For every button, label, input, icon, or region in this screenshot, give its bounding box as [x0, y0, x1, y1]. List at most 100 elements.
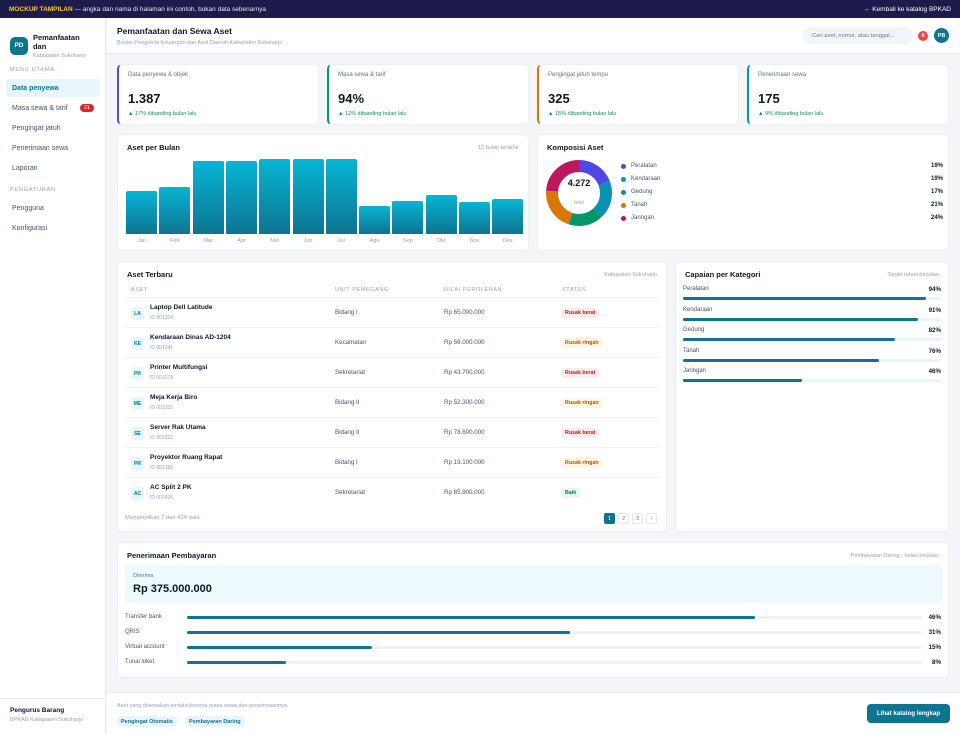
legend-label: Kendaraan	[631, 176, 661, 182]
kpi-label: Masa sewa & tarif	[338, 72, 386, 78]
category-progress-fill	[683, 358, 880, 362]
category-progress-fill	[683, 317, 918, 321]
asset-initials: AC	[131, 487, 144, 500]
table-row[interactable]: KE Kendaraan Dinas AD-1204 ID 001241 Kecama…	[125, 327, 659, 357]
kpi-label: Penerimaan sewa	[758, 72, 807, 78]
asset-value: Rp 19.100.000	[444, 459, 485, 466]
table-row[interactable]: SE Server Rak Utama ID 001352 Bidang II Rp 7…	[125, 417, 659, 447]
category-percent-gedung: 82%	[928, 327, 941, 334]
page-button-1[interactable]: 1	[604, 513, 615, 524]
table-row[interactable]: PR Printer Multifungsi ID 001278 Sekretaria…	[125, 357, 659, 387]
bar-label-mar: Mar	[203, 238, 213, 244]
legend-kendaraan: Kendaraan 19%	[621, 174, 943, 184]
table-row[interactable]: ME Meja Kerja Biro ID 001315 Bidang II Rp 52…	[125, 387, 659, 417]
sidebar-item-label: Data penyewa	[12, 84, 59, 92]
category-percent-peralatan: 94%	[928, 286, 941, 293]
category-label-tanah: Tanah	[683, 347, 700, 354]
page-footer: Aset yang disewakan terdata beserta masa…	[107, 692, 960, 734]
payment-method-track	[187, 646, 922, 649]
asset-unit: Kecamatan	[335, 339, 367, 346]
mockup-notice-text: — angka dan nama di halaman ini contoh, …	[72, 5, 267, 13]
asset-value: Rp 56.000.000	[444, 339, 485, 346]
asset-value: Rp 52.300.000	[444, 399, 485, 406]
legend-gedung: Gedung 17%	[621, 187, 943, 197]
payment-method-label: Virtual account	[125, 644, 165, 650]
donut-slice-kendaraan	[546, 160, 612, 226]
payment-method-fill	[187, 661, 286, 664]
asset-name: Laptop Dell Latitude	[150, 304, 213, 311]
legend-dot	[621, 163, 626, 169]
table-row[interactable]: AC AC Split 2 PK ID 001426 Sekretariat Rp 85…	[125, 477, 659, 507]
status-badge: Rusak ringan	[561, 458, 603, 468]
category-label-jaringan: Jaringan	[683, 368, 707, 374]
mockup-banner: MOCKUP TAMPILAN — angka dan nama di hala…	[0, 0, 960, 18]
kpi-change: ▲ 9% dibanding bulan lalu	[758, 111, 824, 117]
table-note: Kabupaten Sukoharjo	[604, 272, 657, 278]
status-badge: Baik	[561, 488, 581, 498]
sidebar-item-penerimaan[interactable]: Penerimaan sewa	[6, 139, 100, 157]
asset-value: Rp 78.600.000	[444, 429, 485, 436]
sidebar-item-label: Penerimaan sewa	[12, 144, 69, 152]
page-button-3[interactable]: 3	[632, 513, 643, 524]
payment-method-percent: 15%	[928, 644, 941, 651]
asset-name: Server Rak Utama	[150, 424, 206, 431]
payments-title: Penerimaan Pembayaran	[127, 551, 217, 560]
legend-percent: 19%	[930, 163, 943, 169]
asset-value: Rp 65.000.000	[444, 309, 485, 316]
sidebar-item-pengingat[interactable]: Pengingat jatuh	[6, 119, 100, 137]
bar-x-axis: Jan Feb Mar Apr Mei Jun Jul Agu Sep Okt Nov Des	[126, 238, 524, 246]
asset-name: Kendaraan Dinas AD-1204	[150, 334, 231, 341]
page-next-button[interactable]: ›	[646, 513, 657, 524]
asset-initials: ME	[131, 397, 144, 410]
donut-total: 4.272	[567, 178, 591, 188]
back-to-catalog-link[interactable]: ← Kembali ke katalog BPKAD	[863, 5, 951, 13]
status-badge: Rusak berat	[561, 308, 600, 318]
table-row[interactable]: LA Laptop Dell Latitude ID 001204 Bidang I R…	[125, 297, 659, 327]
brand: PD Pemanfaatan dan Kabupaten Sukoharjo	[0, 18, 105, 62]
legend-label: Tanah	[631, 202, 648, 208]
bar-chart-card: Aset per Bulan 12 bulan terakhir Jan Feb M…	[117, 134, 529, 251]
table-header-aset: ASET	[131, 287, 148, 293]
sidebar-item-label: Konfigurasi	[12, 224, 48, 232]
payment-method-percent: 8%	[932, 659, 941, 666]
bar-label-okt: Okt	[436, 238, 446, 244]
user-name: Pengurus Barang	[10, 707, 65, 714]
asset-unit: Sekretariat	[335, 489, 365, 496]
page-button-2[interactable]: 2	[618, 513, 629, 524]
payment-method-label: QRIS	[125, 629, 140, 635]
view-catalog-button[interactable]: Lihat katalog lengkap	[867, 704, 950, 723]
table-footer-info: Menampilkan 7 dari 424 data	[125, 515, 200, 521]
category-title: Capaian per Kategori	[685, 270, 761, 279]
legend-jaringan: Jaringan 24%	[621, 213, 943, 223]
avatar[interactable]: PB	[934, 28, 949, 43]
sidebar-item-konfigurasi[interactable]: Konfigurasi	[6, 219, 100, 237]
section-title-main: MENU UTAMA	[10, 67, 55, 73]
payment-method-fill	[187, 646, 373, 649]
payment-method-label: Transfer bank	[125, 614, 162, 620]
asset-id: ID 001426	[150, 495, 174, 501]
search-input[interactable]	[803, 27, 913, 44]
chip-pengingat-otomatis: Pengingat Otomatis	[117, 716, 177, 727]
sidebar-item-pengguna[interactable]: Pengguna	[6, 199, 100, 217]
sidebar-item-masa-sewa[interactable]: Masa sewa & tarif 21	[6, 99, 100, 117]
legend-label: Jaringan	[631, 215, 655, 221]
category-progress-kendaraan	[683, 317, 941, 321]
notification-badge[interactable]: 8	[918, 31, 928, 41]
received-label: Diterima	[133, 573, 154, 579]
legend-label: Gedung	[631, 189, 653, 195]
category-progress-fill	[683, 379, 802, 382]
sidebar: PD Pemanfaatan dan Kabupaten Sukoharjo M…	[0, 18, 106, 734]
asset-id: ID 001241	[150, 345, 174, 351]
bar-label-agu: Agu	[369, 238, 380, 244]
page-header: Pemanfaatan dan Sewa Aset Badan Pengelol…	[107, 18, 960, 54]
bar-des	[492, 199, 524, 234]
table-row[interactable]: PR Proyektor Ruang Rapat ID 001389 Bidang I…	[125, 447, 659, 477]
bar-sep	[392, 200, 424, 234]
status-badge: Rusak ringan	[561, 398, 603, 408]
sidebar-item-data-penyewa[interactable]: Data penyewa	[6, 79, 100, 97]
kpi-card-masa-sewa: Masa sewa & tarif 94% ▲ 12% dibanding bu…	[327, 64, 529, 125]
kpi-change: ▲ 12% dibanding bulan lalu	[338, 111, 407, 117]
asset-id: ID 001278	[150, 375, 174, 381]
sidebar-item-laporan[interactable]: Laporan	[6, 159, 100, 177]
status-badge: Rusak berat	[561, 428, 600, 438]
